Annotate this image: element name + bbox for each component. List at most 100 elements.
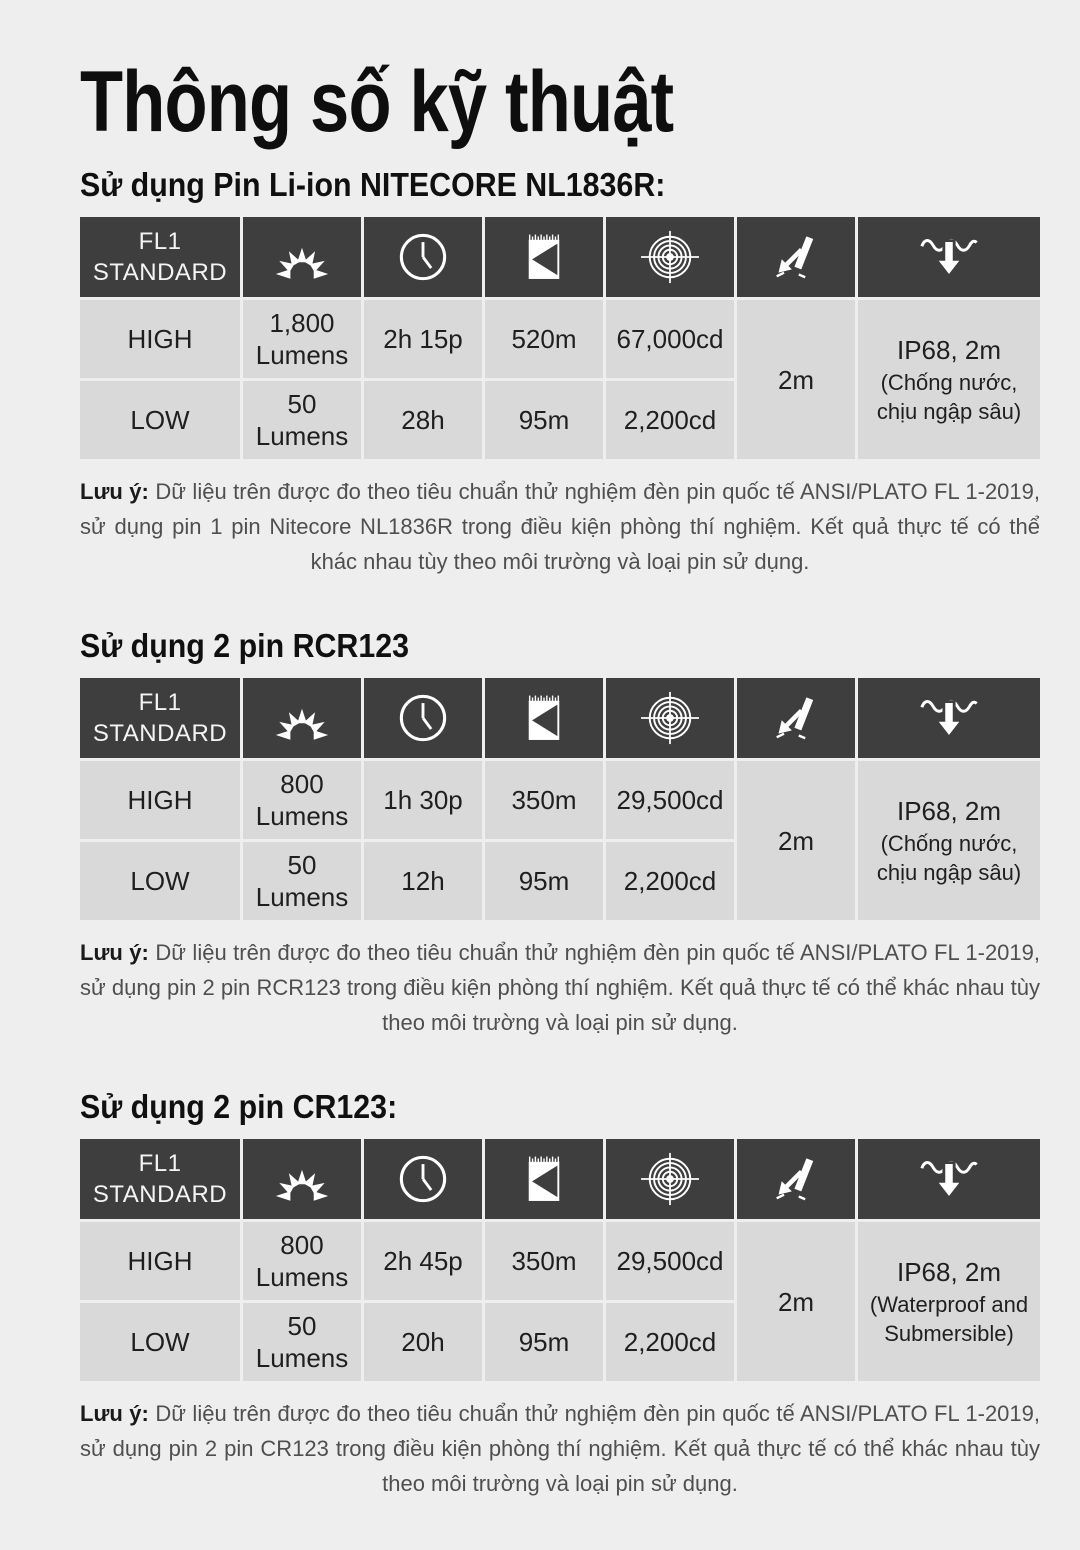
distance-cell: 95m <box>485 381 603 459</box>
lumens-unit: Lumens <box>255 1343 349 1373</box>
intensity-cell: 67,000cd <box>606 300 734 378</box>
brightness-icon <box>270 235 334 280</box>
brightness-header-cell <box>243 217 361 297</box>
mode-cell: HIGH <box>80 300 240 378</box>
note-label: Lưu ý: <box>80 1401 149 1426</box>
fl1-standard-header: FL1 STANDARD <box>80 217 240 297</box>
runtime-icon <box>398 1154 448 1204</box>
lumens-cell: 800 Lumens <box>243 761 361 839</box>
submersible-icon <box>919 1155 979 1204</box>
distance-cell: 95m <box>485 1303 603 1381</box>
runtime-cell: 20h <box>364 1303 482 1381</box>
lumens-cell: 50 Lumens <box>243 1303 361 1381</box>
page-title: Thông số kỹ thuật <box>80 54 674 150</box>
note-label: Lưu ý: <box>80 940 149 965</box>
intensity-cell: 29,500cd <box>606 1222 734 1300</box>
impact-resistance-icon <box>773 695 819 741</box>
runtime-cell: 2h 45p <box>364 1222 482 1300</box>
lumens-value: 1,800 <box>269 308 335 338</box>
submersible-icon <box>919 233 979 282</box>
spec-table: FL1 STANDARD HIGH 800 <box>80 1139 1040 1381</box>
note-paragraph: Lưu ý: Dữ liệu trên được đo theo tiêu ch… <box>80 935 1040 1040</box>
mode-cell: LOW <box>80 1303 240 1381</box>
beam-intensity-icon <box>639 229 701 285</box>
spec-section-nl1836r: Sử dụng Pin Li-ion NITECORE NL1836R: FL1… <box>80 166 1040 579</box>
runtime-header-cell <box>364 217 482 297</box>
fl1-label-line1: FL1 <box>138 689 182 716</box>
section-heading: Sử dụng 2 pin CR123: <box>80 1088 398 1125</box>
impact-resistance-header-cell <box>737 678 855 758</box>
runtime-cell: 1h 30p <box>364 761 482 839</box>
brightness-header-cell <box>243 678 361 758</box>
brightness-icon <box>270 696 334 741</box>
waterproof-rating-cell: IP68, 2m (Chống nước, chịu ngập sâu) <box>858 761 1040 920</box>
submersible-icon <box>919 694 979 743</box>
lumens-unit: Lumens <box>255 801 349 831</box>
runtime-header-cell <box>364 678 482 758</box>
impact-resistance-cell: 2m <box>737 1222 855 1381</box>
lumens-unit: Lumens <box>255 1262 349 1292</box>
waterproof-rating: IP68, 2m <box>896 1256 1002 1287</box>
distance-cell: 520m <box>485 300 603 378</box>
waterproof-description: (Chống nước, chịu ngập sâu) <box>876 830 1022 885</box>
impact-resistance-cell: 2m <box>737 300 855 459</box>
waterproof-description: (Waterproof and Submersible) <box>869 1291 1029 1346</box>
fl1-label-line1: FL1 <box>138 1150 182 1177</box>
lumens-value: 800 <box>280 1230 324 1260</box>
section-heading: Sử dụng 2 pin RCR123 <box>80 627 410 664</box>
note-label: Lưu ý: <box>80 479 149 504</box>
beam-intensity-header-cell <box>606 1139 734 1219</box>
distance-cell: 95m <box>485 842 603 920</box>
submersible-header-cell <box>858 217 1040 297</box>
note-text: Dữ liệu trên được đo theo tiêu chuẩn thử… <box>80 1401 1040 1496</box>
impact-resistance-icon <box>773 1156 819 1202</box>
beam-intensity-header-cell <box>606 678 734 758</box>
spec-sheet: Thông số kỹ thuật Sử dụng Pin Li-ion NIT… <box>80 0 1040 1501</box>
section-heading: Sử dụng Pin Li-ion NITECORE NL1836R: <box>80 166 666 203</box>
waterproof-rating-cell: IP68, 2m (Chống nước, chịu ngập sâu) <box>858 300 1040 459</box>
fl1-label-line2: STANDARD <box>92 1181 228 1208</box>
intensity-cell: 2,200cd <box>606 381 734 459</box>
note-text: Dữ liệu trên được đo theo tiêu chuẩn thử… <box>80 479 1040 574</box>
beam-distance-header-cell <box>485 1139 603 1219</box>
runtime-icon <box>398 693 448 743</box>
fl1-label-line2: STANDARD <box>92 259 228 286</box>
intensity-cell: 2,200cd <box>606 1303 734 1381</box>
runtime-icon <box>398 232 448 282</box>
beam-intensity-header-cell <box>606 217 734 297</box>
lumens-unit: Lumens <box>255 421 349 451</box>
waterproof-rating: IP68, 2m <box>896 334 1002 365</box>
lumens-value: 50 <box>287 389 317 419</box>
fl1-standard-header: FL1 STANDARD <box>80 1139 240 1219</box>
runtime-header-cell <box>364 1139 482 1219</box>
runtime-cell: 28h <box>364 381 482 459</box>
impact-resistance-icon <box>773 234 819 280</box>
beam-distance-icon <box>523 231 565 283</box>
waterproof-description: (Chống nước, chịu ngập sâu) <box>876 369 1022 424</box>
note-paragraph: Lưu ý: Dữ liệu trên được đo theo tiêu ch… <box>80 474 1040 579</box>
mode-cell: LOW <box>80 842 240 920</box>
fl1-label-line1: FL1 <box>138 228 182 255</box>
impact-resistance-header-cell <box>737 217 855 297</box>
submersible-header-cell <box>858 678 1040 758</box>
beam-distance-header-cell <box>485 217 603 297</box>
lumens-value: 800 <box>280 769 324 799</box>
mode-cell: HIGH <box>80 1222 240 1300</box>
impact-resistance-cell: 2m <box>737 761 855 920</box>
beam-intensity-icon <box>639 690 701 746</box>
beam-distance-header-cell <box>485 678 603 758</box>
mode-cell: HIGH <box>80 761 240 839</box>
distance-cell: 350m <box>485 1222 603 1300</box>
lumens-unit: Lumens <box>255 882 349 912</box>
beam-distance-icon <box>523 692 565 744</box>
submersible-header-cell <box>858 1139 1040 1219</box>
brightness-header-cell <box>243 1139 361 1219</box>
lumens-cell: 50 Lumens <box>243 842 361 920</box>
lumens-cell: 800 Lumens <box>243 1222 361 1300</box>
mode-cell: LOW <box>80 381 240 459</box>
impact-resistance-header-cell <box>737 1139 855 1219</box>
fl1-standard-header: FL1 STANDARD <box>80 678 240 758</box>
lumens-value: 50 <box>287 850 317 880</box>
lumens-unit: Lumens <box>255 340 349 370</box>
intensity-cell: 29,500cd <box>606 761 734 839</box>
